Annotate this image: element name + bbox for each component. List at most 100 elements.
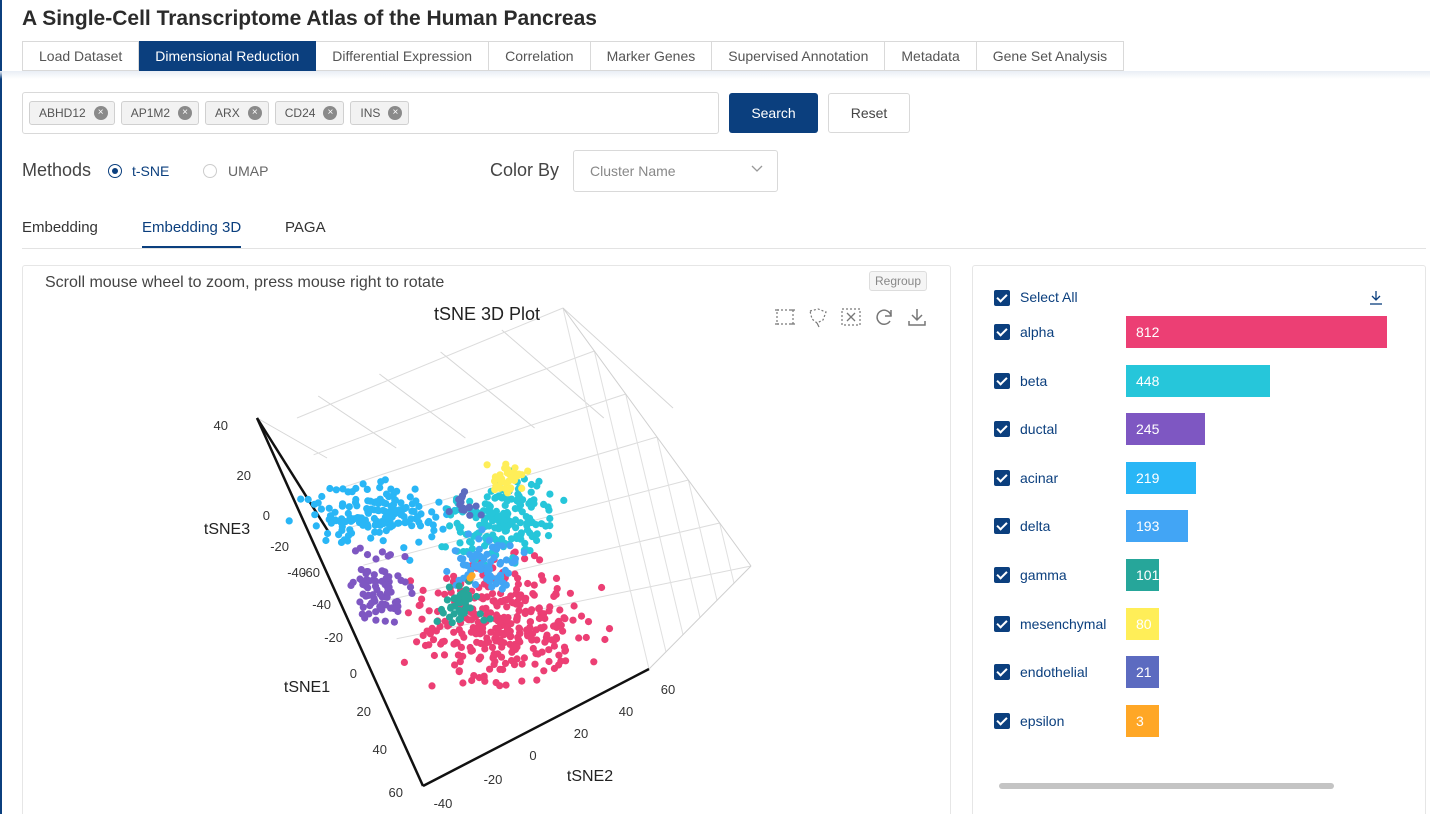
scatter-point-delta (490, 554, 498, 562)
scatter-point-endothelial (459, 504, 467, 512)
subtab-embedding-3d[interactable]: Embedding 3D (142, 219, 242, 248)
select-all-label[interactable]: Select All (1020, 289, 1078, 305)
tab-correlation[interactable]: Correlation (489, 41, 591, 71)
reset-button[interactable]: Reset (828, 93, 910, 133)
scatter-point-alpha (440, 651, 449, 659)
scatter-point-alpha (450, 572, 458, 580)
legend-label[interactable]: beta (1020, 372, 1048, 389)
scatter-point-ductal (382, 574, 390, 582)
legend-label[interactable]: gamma (1020, 567, 1067, 583)
scatter-point-mesenchymal (504, 468, 512, 476)
scatter-point-acinar (430, 526, 438, 534)
legend-label[interactable]: mesenchymal (1020, 615, 1107, 632)
scatter-point-alpha (415, 601, 423, 610)
scatter-point-alpha (533, 676, 541, 684)
scatter-point-delta (466, 551, 474, 559)
scatter-point-delta (477, 566, 485, 574)
legend-label[interactable]: epsilon (1020, 712, 1065, 729)
radio-umap[interactable] (203, 164, 217, 178)
radio-tsne[interactable] (108, 164, 122, 178)
scatter-point-alpha (521, 597, 529, 605)
tab-metadata[interactable]: Metadata (885, 41, 977, 71)
clear-selection-icon[interactable] (839, 306, 863, 328)
scatter-point-beta (535, 477, 543, 485)
tab-differential-expression[interactable]: Differential Expression (316, 41, 490, 71)
select-all-checkbox[interactable] (994, 290, 1010, 306)
scatter-point-alpha (540, 610, 548, 618)
scatter-point-acinar (331, 508, 339, 516)
tab-bar-shadow (0, 71, 1430, 79)
legend-checkbox-beta[interactable] (994, 372, 1010, 389)
legend-checkbox-endothelial[interactable] (994, 664, 1010, 681)
subtab-embedding[interactable]: Embedding (22, 219, 98, 236)
color-by-select[interactable]: Cluster Name (573, 150, 778, 192)
scatter-point-acinar (400, 544, 408, 552)
scatter-point-acinar (345, 503, 353, 511)
legend-checkbox-gamma[interactable] (994, 567, 1010, 583)
tick-label-x: 20 (357, 704, 371, 719)
remove-tag-icon[interactable]: × (178, 106, 193, 120)
legend-checkbox-delta[interactable] (994, 518, 1010, 535)
tab-dimensional-reduction[interactable]: Dimensional Reduction (139, 41, 317, 71)
download-icon[interactable] (905, 306, 929, 328)
scatter-point-ductal (378, 548, 386, 556)
legend-label[interactable]: ductal (1020, 421, 1058, 438)
scatter-point-mesenchymal (505, 477, 513, 485)
tick-label-z: -20 (270, 539, 289, 554)
scatter-point-acinar (338, 515, 346, 523)
scatter-point-alpha (486, 665, 494, 673)
download-icon[interactable] (1369, 290, 1383, 306)
radio-umap-label[interactable]: UMAP (228, 163, 269, 179)
legend-label[interactable]: endothelial (1020, 664, 1088, 681)
legend-checkbox-alpha[interactable] (994, 324, 1010, 340)
scatter-point-alpha (539, 576, 547, 584)
legend-label[interactable]: delta (1020, 518, 1051, 535)
tsne-3d-plot[interactable]: 40200-20-40-60-40-200204060-40-200204060… (23, 266, 952, 814)
scatter-point-alpha (518, 677, 526, 685)
scatter-point-acinar (393, 487, 401, 495)
remove-tag-icon[interactable]: × (388, 106, 403, 120)
scatter-point-beta (560, 496, 568, 504)
view-subtabs: Embedding Embedding 3D PAGA (22, 219, 1426, 249)
scatter-point-beta (494, 513, 502, 521)
horizontal-scrollbar[interactable] (999, 783, 1334, 789)
scatter-point-ductal (406, 583, 415, 591)
legend-label[interactable]: alpha (1020, 324, 1055, 340)
scatter-point-alpha (425, 641, 433, 649)
legend-label[interactable]: acinar (1020, 469, 1059, 486)
tab-gene-set-analysis[interactable]: Gene Set Analysis (976, 41, 1125, 71)
scatter-point-beta (467, 539, 475, 547)
scatter-point-beta (523, 519, 531, 527)
scatter-point-ductal (372, 616, 380, 624)
remove-tag-icon[interactable]: × (323, 106, 338, 120)
scatter-point-mesenchymal (491, 477, 499, 485)
grid-line (593, 350, 667, 652)
subtab-paga[interactable]: PAGA (285, 219, 326, 236)
legend-checkbox-mesenchymal[interactable] (994, 615, 1010, 632)
legend-checkbox-epsilon[interactable] (994, 712, 1010, 729)
scatter-point-alpha (555, 651, 563, 659)
tab-supervised-annotation[interactable]: Supervised Annotation (712, 41, 886, 71)
scatter-point-alpha (497, 653, 506, 661)
legend-checkbox-ductal[interactable] (994, 421, 1010, 438)
tab-load-dataset[interactable]: Load Dataset (22, 41, 140, 71)
box-select-icon[interactable] (773, 306, 797, 328)
axis-label-x: tSNE1 (284, 679, 330, 696)
legend-checkbox-acinar[interactable] (994, 469, 1010, 486)
scatter-point-acinar (312, 522, 320, 530)
scatter-point-acinar (378, 517, 386, 525)
radio-tsne-label[interactable]: t-SNE (132, 163, 170, 179)
scatter-point-beta (495, 525, 503, 533)
scatter-point-acinar (428, 508, 436, 516)
search-button[interactable]: Search (729, 93, 818, 133)
lasso-select-icon[interactable] (806, 306, 830, 328)
grid-line (379, 522, 720, 603)
reset-view-icon[interactable] (872, 306, 896, 328)
gene-select-input[interactable]: ABHD12 × AP1M2 × ARX × CD24 × INS × (22, 92, 719, 134)
scatter-point-acinar (411, 485, 419, 493)
remove-tag-icon[interactable]: × (247, 106, 262, 120)
tab-marker-genes[interactable]: Marker Genes (590, 41, 713, 71)
regroup-button[interactable]: Regroup (869, 271, 928, 291)
scatter-point-alpha (429, 636, 438, 644)
remove-tag-icon[interactable]: × (93, 106, 108, 120)
